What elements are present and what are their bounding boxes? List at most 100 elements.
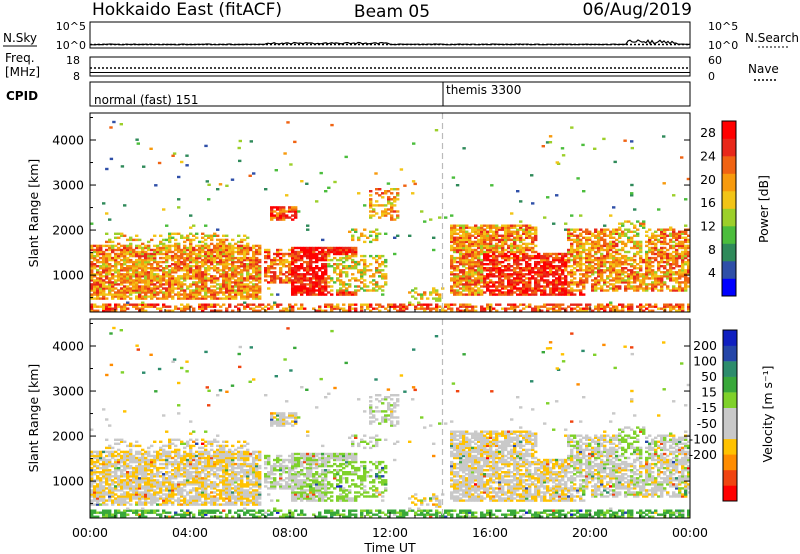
power-cell xyxy=(474,271,478,274)
power-cell xyxy=(570,265,574,268)
power-cell xyxy=(570,291,574,294)
power-cell xyxy=(468,242,472,246)
velocity-cell xyxy=(93,497,97,500)
power-cell xyxy=(588,250,592,254)
power-cell xyxy=(639,258,643,262)
power-cell xyxy=(630,281,634,284)
power-cell xyxy=(147,291,151,294)
power-cell xyxy=(243,263,247,266)
power-cell xyxy=(210,242,214,246)
power-cell xyxy=(594,228,598,231)
power-cell xyxy=(603,238,607,242)
power-cell xyxy=(120,277,124,280)
power-cell xyxy=(474,265,478,268)
power-cell xyxy=(324,250,328,254)
power-cell xyxy=(309,277,313,280)
power-cell xyxy=(267,303,271,306)
power-cell xyxy=(450,254,454,258)
power-cell xyxy=(558,260,562,264)
velocity-cell xyxy=(123,410,127,413)
velocity-cell xyxy=(126,471,130,474)
power-cell xyxy=(186,285,190,288)
power-cell xyxy=(413,182,417,186)
power-cell xyxy=(267,275,271,278)
power-cell xyxy=(147,283,151,286)
power-cell xyxy=(510,291,514,294)
power-cell xyxy=(129,293,133,296)
power-cell xyxy=(246,265,250,268)
velocity-cell xyxy=(99,495,103,498)
velocity-cell xyxy=(117,477,121,480)
power-cell xyxy=(192,291,196,294)
power-cell xyxy=(636,305,640,308)
power-cell xyxy=(663,236,667,239)
power-cell xyxy=(633,275,637,278)
power-cell xyxy=(681,281,685,284)
power-cell xyxy=(573,273,577,276)
power-cell xyxy=(498,260,502,264)
power-cell xyxy=(120,305,124,308)
power-cell xyxy=(666,258,670,262)
power-cell xyxy=(267,307,271,310)
power-cell xyxy=(522,224,526,227)
power-cell xyxy=(240,258,244,262)
power-cell xyxy=(474,228,478,231)
power-cell xyxy=(585,269,589,272)
power-cell xyxy=(327,281,331,284)
power-cell xyxy=(117,297,121,300)
power-cell xyxy=(345,291,349,294)
power-cell xyxy=(438,293,442,296)
power-cell xyxy=(522,250,526,254)
power-cell xyxy=(240,263,244,266)
power-cell xyxy=(480,275,484,278)
power-cell xyxy=(561,307,565,310)
power-cell xyxy=(654,303,658,306)
power-cell xyxy=(369,303,373,306)
power-cell xyxy=(135,275,139,278)
power-cell xyxy=(207,198,211,201)
power-cell xyxy=(630,309,634,312)
power-cell xyxy=(237,293,241,296)
power-cell xyxy=(204,289,208,292)
power-cell xyxy=(351,277,355,280)
velocity-cell xyxy=(135,497,139,500)
power-cell xyxy=(579,242,583,246)
power-cell xyxy=(657,263,661,266)
power-cell xyxy=(198,269,202,272)
power-cell xyxy=(231,238,235,242)
power-cell xyxy=(123,285,127,288)
velocity-cell xyxy=(93,491,97,494)
power-cell xyxy=(330,258,334,262)
power-cell xyxy=(165,279,169,282)
power-cell xyxy=(513,271,517,274)
power-cell xyxy=(513,307,517,310)
power-cell xyxy=(225,297,229,300)
power-cell xyxy=(555,283,559,286)
power-cell xyxy=(195,283,199,286)
power-cell xyxy=(129,254,133,258)
power-cell xyxy=(234,279,238,282)
power-cell xyxy=(177,256,181,260)
power-cell xyxy=(189,260,193,264)
power-cell xyxy=(351,238,355,242)
power-cell xyxy=(105,263,109,266)
power-cell xyxy=(594,258,598,262)
power-cell xyxy=(594,244,598,248)
velocity-cell xyxy=(108,477,112,480)
power-cell xyxy=(546,279,550,282)
power-cell xyxy=(108,287,112,290)
power-cell xyxy=(96,244,100,248)
power-colorbar-frame xyxy=(721,120,737,297)
power-cell xyxy=(165,267,169,270)
velocity-cell xyxy=(93,515,97,518)
power-cell xyxy=(471,287,475,290)
power-cell xyxy=(660,256,664,260)
power-cell xyxy=(138,287,142,290)
power-cell xyxy=(462,293,466,296)
power-cell xyxy=(453,277,457,280)
power-cell xyxy=(321,285,325,288)
power-cell xyxy=(363,283,367,286)
power-cell xyxy=(468,248,472,252)
power-cell xyxy=(480,226,484,229)
power-cell xyxy=(468,263,472,266)
